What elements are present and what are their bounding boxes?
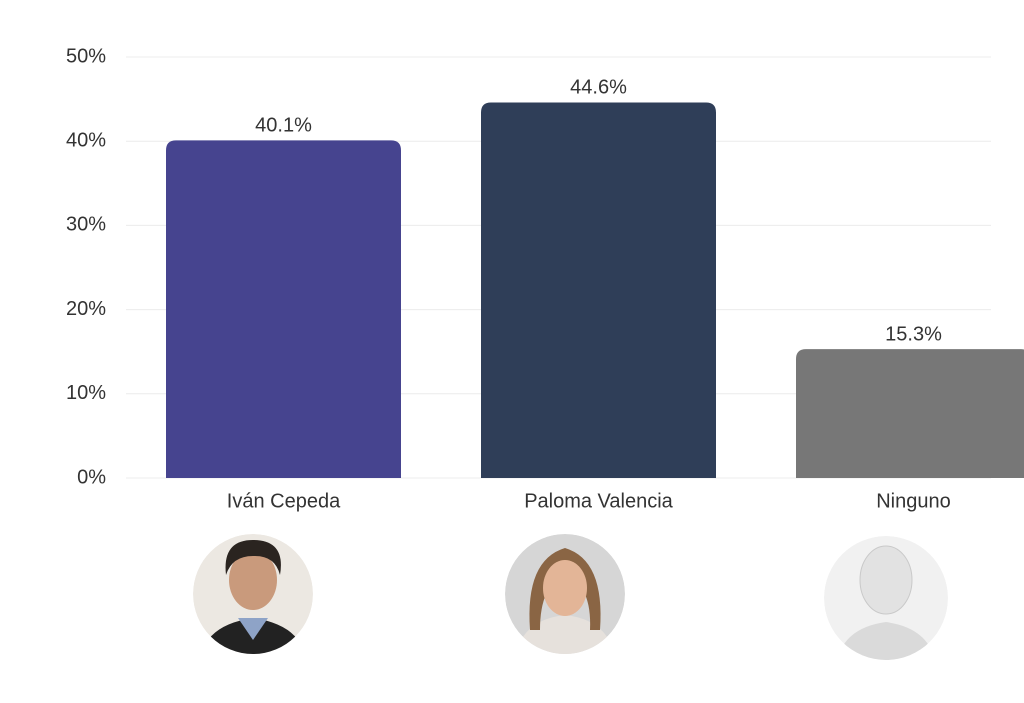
bar: [481, 102, 716, 478]
y-tick-label: 30%: [66, 214, 106, 236]
y-tick-label: 0%: [77, 466, 106, 488]
value-label: 44.6%: [570, 77, 627, 99]
avatar: [824, 536, 948, 660]
bar: [796, 349, 1024, 478]
x-tick-label: Ninguno: [876, 490, 951, 512]
y-tick-label: 40%: [66, 129, 106, 151]
y-tick-label: 20%: [66, 298, 106, 320]
bar: [166, 140, 401, 478]
avatar: [505, 534, 625, 654]
y-tick-label: 50%: [66, 45, 106, 67]
x-tick-label: Iván Cepeda: [227, 490, 341, 512]
value-label: 40.1%: [255, 115, 312, 137]
y-tick-label: 10%: [66, 382, 106, 404]
x-tick-label: Paloma Valencia: [524, 490, 673, 512]
avatar: [193, 534, 313, 654]
value-label: 15.3%: [885, 323, 942, 345]
